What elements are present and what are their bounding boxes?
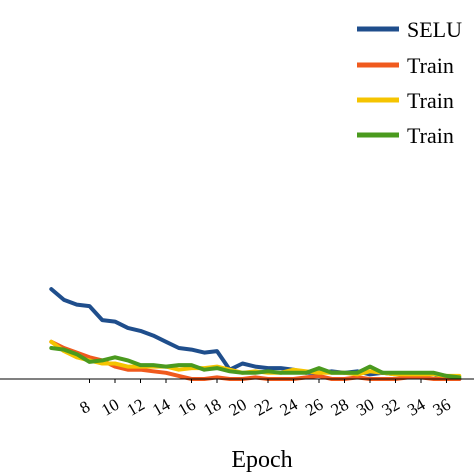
x-axis-ticks: 8 10 12 14 16 18 20 22 24 26 28 30 32 34 36 [76,379,454,420]
x-axis-title: Epoch [231,447,292,473]
x-tick-label: 24 [277,395,302,420]
legend-label-4: Train [407,123,454,148]
x-tick-label: 22 [251,395,275,420]
series-line-4 [49,346,462,380]
x-tick-label: 10 [98,395,122,420]
x-tick-label: 32 [379,395,403,420]
x-tick-label: 16 [175,395,199,420]
x-tick-label: 8 [76,397,93,418]
x-tick-label: 28 [328,395,352,420]
legend-label-1: SELU [407,17,462,42]
legend: SELU Train Train Train [357,17,462,148]
legend-label-2: Train [407,53,454,78]
x-tick-label: 34 [404,395,429,420]
x-tick-label: 30 [353,395,377,420]
x-tick-label: 20 [226,395,250,420]
legend-label-3: Train [407,88,454,113]
plot-area [49,287,462,381]
x-tick-label: 14 [149,395,174,420]
x-tick-label: 12 [124,395,148,420]
x-tick-label: 18 [200,395,224,420]
x-tick-label: 36 [430,395,454,420]
x-tick-label: 26 [302,395,326,420]
